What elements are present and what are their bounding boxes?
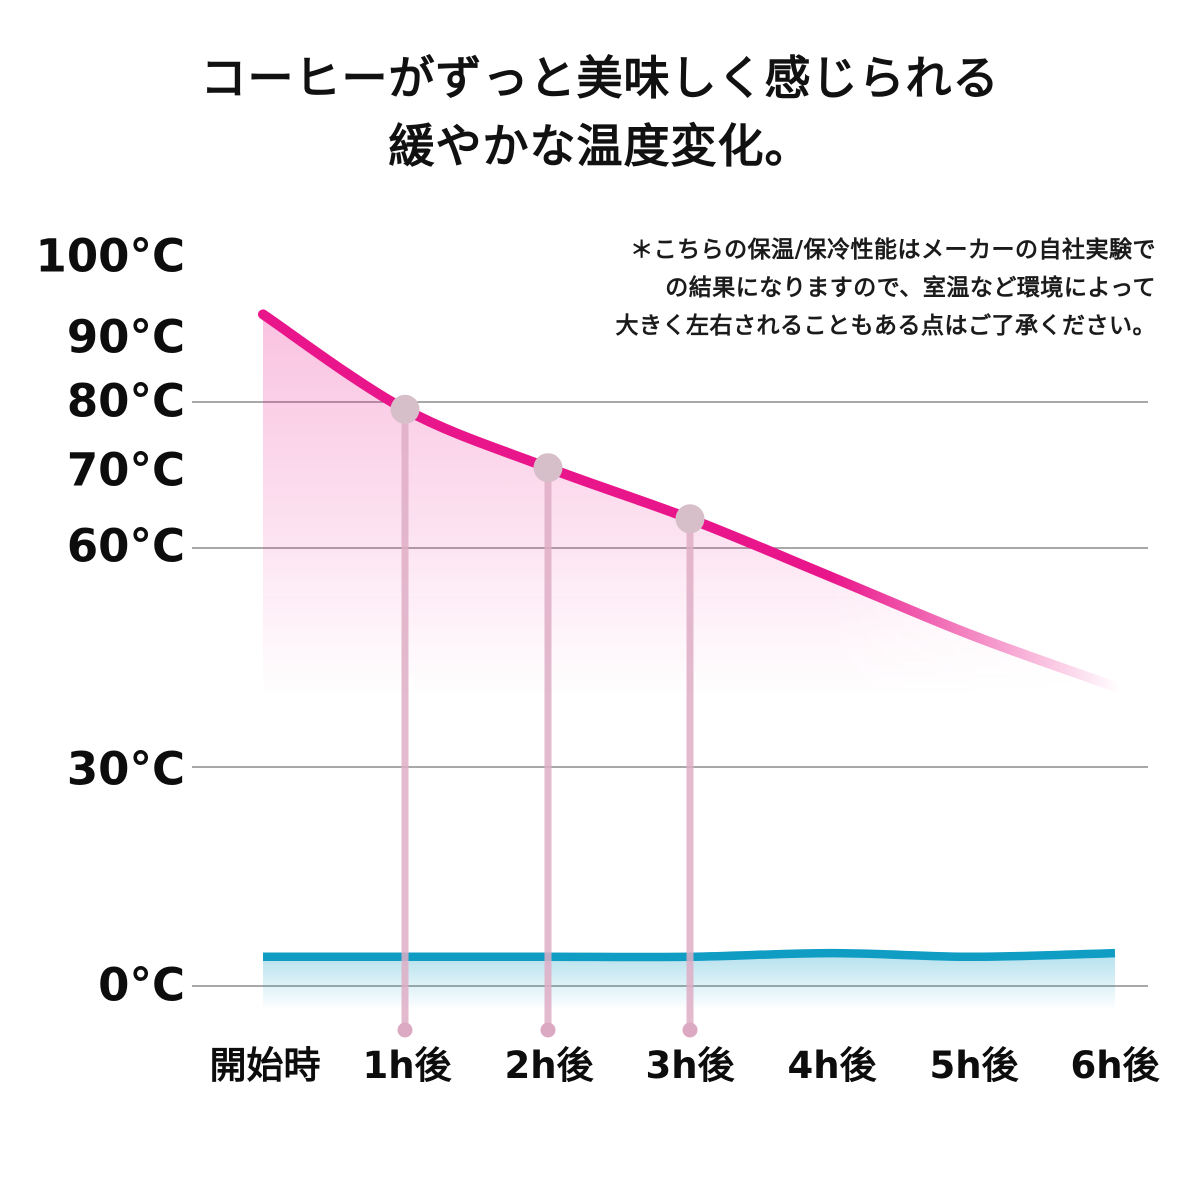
x-tick-start: 開始時 [209,1044,321,1087]
disclaimer-line-1: ＊こちらの保温/保冷性能はメーカーの自社実験で [630,237,1156,263]
y-tick-30c: 30°C [66,742,185,796]
y-tick-100c: 100°C [35,229,185,283]
y-tick-90c: 90°C [66,310,185,364]
x-tick-6h: 6h後 [1070,1044,1160,1087]
marker-dot-2h後 [533,453,563,483]
y-tick-0c: 0°C [98,958,185,1012]
marker-stem-end-3h後 [682,1022,698,1038]
marker-stem-end-1h後 [397,1022,413,1038]
y-tick-80c: 80°C [66,374,185,428]
title-line-1: コーヒーがずっと美味しく感じられる [200,51,1000,105]
disclaimer-line-2: の結果になりますので、室温など環境によって [665,275,1156,301]
x-tick-3h: 3h後 [645,1044,735,1087]
y-tick-70c: 70°C [66,443,185,497]
marker-stem-end-2h後 [540,1022,556,1038]
disclaimer-line-3: 大きく左右されることもある点はご了承ください。 [615,313,1156,339]
disclaimer-note: ＊こちらの保温/保冷性能はメーカーの自社実験で の結果になりますので、室温など環… [616,231,1157,345]
marker-dots [390,394,705,1038]
x-tick-4h: 4h後 [787,1044,877,1087]
title-line-2: 緩やかな温度変化。 [388,119,812,173]
page-title: コーヒーがずっと美味しく感じられる 緩やかな温度変化。 [0,44,1200,180]
x-tick-5h: 5h後 [929,1044,1019,1087]
marker-dot-3h後 [675,504,705,534]
marker-dot-1h後 [390,394,420,424]
x-tick-1h: 1h後 [362,1044,452,1087]
x-tick-2h: 2h後 [504,1044,594,1087]
y-tick-60c: 60°C [66,519,185,573]
